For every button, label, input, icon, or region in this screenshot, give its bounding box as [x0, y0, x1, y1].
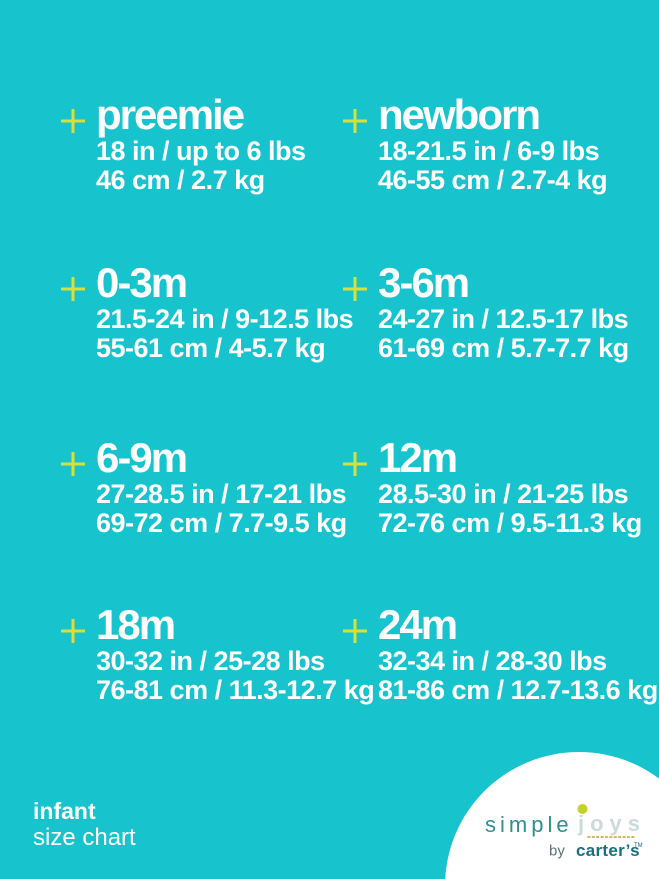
- svg-text:carter’s: carter’s: [576, 841, 640, 860]
- svg-text:simple: simple: [485, 812, 573, 837]
- svg-text:TM: TM: [634, 843, 643, 849]
- svg-text:by: by: [549, 843, 565, 860]
- svg-text:joys: joys: [577, 811, 646, 836]
